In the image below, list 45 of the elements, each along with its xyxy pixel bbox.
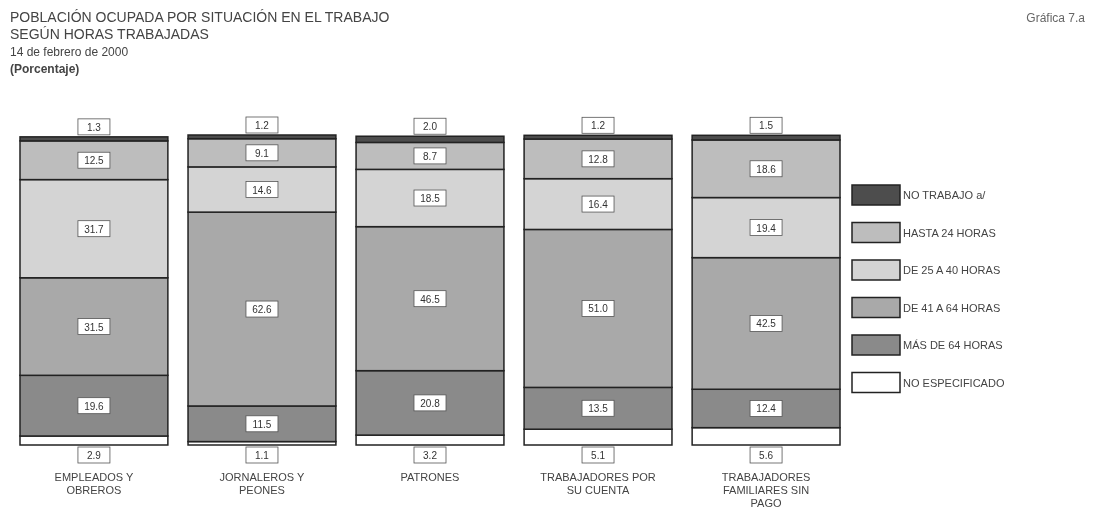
data-label: 62.6 xyxy=(252,304,273,316)
data-label: 46.5 xyxy=(420,293,441,305)
data-label: 5.6 xyxy=(759,450,774,461)
data-label: 14.6 xyxy=(252,184,273,196)
legend-label: HASTA 24 HORAS xyxy=(903,226,996,239)
data-label: 3.2 xyxy=(423,450,438,461)
x-tick-label: JORNALEROS Y PEONES xyxy=(219,471,306,496)
data-label: 19.4 xyxy=(756,222,777,234)
data-label: 2.0 xyxy=(423,121,438,133)
text: Gráfica 7.a xyxy=(1026,11,1086,25)
data-label: 18.6 xyxy=(756,163,777,175)
data-label: 31.5 xyxy=(84,321,105,333)
data-label: 9.1 xyxy=(255,147,270,159)
data-label: 20.8 xyxy=(420,397,441,409)
chart-title: POBLACIÓN OCUPADA POR SITUACIÓN EN EL TRABAJO SEGÚN HORAS TRABAJADAS xyxy=(10,9,390,42)
x-tick-label: EMPLEADOS Y OBREROS xyxy=(54,471,134,496)
legend-label: DE 25 A 40 HORAS xyxy=(903,264,1001,276)
x-tick-label: PATRONES xyxy=(400,471,460,483)
data-label: 19.6 xyxy=(84,400,105,412)
data-label: 13.5 xyxy=(588,403,609,415)
data-label: 51.0 xyxy=(588,303,609,315)
data-label: 1.2 xyxy=(255,120,270,131)
data-label: 31.7 xyxy=(84,223,105,235)
data-label: 8.7 xyxy=(423,150,438,162)
data-label: 1.1 xyxy=(255,450,270,461)
data-label: 12.8 xyxy=(588,153,609,165)
data-label: 16.4 xyxy=(588,199,609,211)
legend-label: MÁS DE 64 HORAS xyxy=(903,339,1003,351)
data-label: 1.5 xyxy=(759,120,774,132)
y-axis-title: (Porcentaje) xyxy=(10,62,80,76)
data-label: 1.2 xyxy=(591,120,606,132)
data-label: 12.5 xyxy=(84,155,105,167)
data-label: 12.4 xyxy=(756,403,777,415)
legend-label: NO ESPECIFICADO xyxy=(903,376,1005,389)
data-label: 2.9 xyxy=(86,450,102,461)
legend-label: DE 41 A 64 HORAS xyxy=(903,301,1001,314)
chart-subtitle: 14 de febrero de 2000 xyxy=(10,45,129,59)
data-label: 42.5 xyxy=(756,318,777,330)
legend-label: NO TRABAJO a/ xyxy=(903,189,987,201)
data-label: 1.3 xyxy=(86,121,102,133)
data-label: 5.1 xyxy=(591,450,606,461)
data-label: 11.5 xyxy=(252,418,272,430)
data-label: 18.5 xyxy=(420,193,441,205)
x-tick-label: TRABAJADORES FAMILIARES SIN PAGO xyxy=(721,471,811,509)
x-tick-label: TRABAJADORES POR SU CUENTA xyxy=(540,471,656,496)
